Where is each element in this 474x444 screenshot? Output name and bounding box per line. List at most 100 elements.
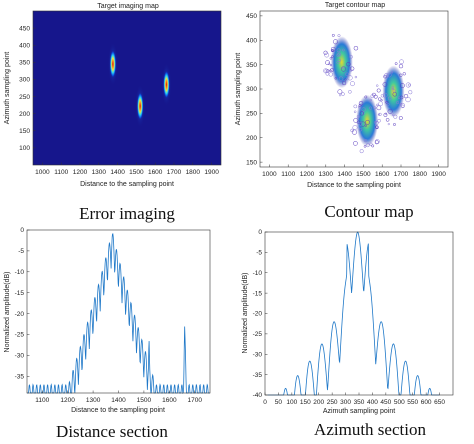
- x-tick-label: 1600: [148, 169, 163, 176]
- y-tick-label: 350: [246, 62, 257, 69]
- y-tick-label: -20: [15, 311, 25, 318]
- x-tick-label: 550: [407, 399, 418, 406]
- y-tick-label: -30: [253, 351, 263, 358]
- contour-ring: [399, 102, 403, 106]
- contour-ring: [408, 90, 413, 95]
- y-tick-labels: 0 -5 -10 -15 -20 -25 -30 -35: [15, 227, 30, 380]
- contour-ring: [351, 129, 358, 135]
- contour-ring: [392, 89, 396, 93]
- y-tick-labels: 100 150 200 250 300 350 400 450: [19, 25, 36, 152]
- contour-ring: [353, 141, 358, 146]
- x-tick-labels: 1000 1100 1200 1300 1400 1500 1600 1700 1800 1900: [262, 164, 446, 178]
- contour-ring: [337, 52, 342, 57]
- contour-ring: [374, 120, 377, 124]
- y-tick-label: 300: [246, 86, 257, 93]
- target-point: [109, 50, 117, 79]
- y-tick-label: -10: [15, 269, 25, 276]
- contour-ring: [353, 110, 357, 114]
- contour-ring: [364, 95, 368, 99]
- contour-ring: [399, 59, 404, 65]
- contour-ring: [358, 128, 363, 132]
- contour-ring: [364, 124, 367, 127]
- contour-ring: [391, 86, 395, 89]
- chart-title: Target contour map: [325, 2, 385, 9]
- contour-ring: [369, 98, 372, 102]
- chart-title: Target imaging map: [97, 3, 159, 10]
- x-tick-label: 1200: [60, 397, 75, 404]
- contour-ring: [338, 76, 344, 81]
- x-tick-label: 1500: [356, 171, 371, 178]
- contour-ring: [341, 92, 345, 96]
- contour-ring: [373, 106, 377, 110]
- plot-frame: [32, 10, 222, 166]
- contour-ring: [398, 64, 404, 69]
- y-tick-label: -5: [256, 250, 262, 257]
- contour-ring: [376, 105, 382, 111]
- contour-ring: [363, 145, 367, 148]
- x-tick-label: 350: [354, 399, 365, 406]
- contour-ring: [378, 101, 383, 107]
- contour-ring: [324, 52, 330, 58]
- contour-ring: [323, 68, 329, 74]
- y-tick-label: 450: [246, 13, 257, 20]
- heatmap-marks: [107, 42, 172, 129]
- x-tick-label: 1000: [35, 169, 50, 176]
- y-tick-label: -10: [253, 270, 263, 277]
- contour-ring: [336, 48, 341, 53]
- x-axis-label: Distance to the sampling point: [80, 181, 174, 188]
- contour-ring: [344, 78, 347, 81]
- contour-ring: [337, 58, 341, 62]
- contour-ring: [325, 60, 330, 65]
- contour-ring: [391, 87, 394, 91]
- contour-ring: [331, 33, 335, 37]
- contour-ring: [356, 114, 361, 119]
- contour-ring: [378, 97, 382, 101]
- contour-cluster: [330, 36, 353, 89]
- contour-ring: [396, 101, 400, 105]
- contour-ring: [385, 118, 390, 122]
- contour-ring: [358, 101, 364, 106]
- y-tick-label: 0: [258, 229, 262, 236]
- y-tick-label: -30: [15, 353, 25, 360]
- contour-ring: [348, 90, 352, 94]
- x-tick-label: 1100: [281, 171, 295, 178]
- y-tick-label: -40: [253, 392, 263, 399]
- y-tick-label: -20: [253, 311, 263, 318]
- x-tick-label: 1800: [186, 169, 201, 176]
- x-tick-label: 1600: [375, 171, 390, 178]
- contour-ring: [405, 96, 411, 103]
- contour-ring: [383, 74, 387, 79]
- x-tick-label: 200: [313, 399, 324, 406]
- contour-ring: [353, 117, 359, 123]
- y-axis-label: Azimuth sampling point: [4, 52, 11, 124]
- contour-ring: [326, 69, 330, 73]
- y-axis-label: Normalized amplitude(dB): [4, 272, 11, 353]
- contour-ring: [346, 62, 351, 67]
- contour-ring: [338, 94, 342, 97]
- contour-ring: [369, 106, 373, 110]
- x-tick-label: 600: [421, 399, 432, 406]
- contour-ring: [349, 68, 353, 72]
- y-tick-label: 250: [246, 111, 257, 118]
- x-tick-label: 1000: [262, 171, 277, 178]
- contour-ring: [376, 88, 381, 93]
- contour-ring: [393, 114, 398, 119]
- contour-ring: [383, 113, 388, 117]
- contour-ring: [371, 144, 375, 148]
- contour-ring: [362, 112, 365, 115]
- y-tick-label: -5: [18, 248, 24, 255]
- contour-ring: [373, 94, 378, 99]
- contour-ring: [386, 103, 390, 106]
- contour-ring: [387, 96, 392, 101]
- panel-caption: Error imaging: [79, 204, 175, 223]
- y-tick-labels: 150 200 250 300 350 400 450: [246, 13, 263, 166]
- x-tick-label: 1900: [204, 169, 219, 176]
- contour-ring: [361, 107, 366, 112]
- contour-ring: [330, 49, 334, 52]
- contour-cluster: [382, 65, 405, 118]
- y-tick-label: 400: [246, 37, 257, 44]
- y-tick-label: 100: [19, 145, 30, 152]
- y-tick-label: -35: [15, 373, 25, 380]
- x-tick-label: 1300: [86, 397, 101, 404]
- x-tick-label: 100: [286, 399, 297, 406]
